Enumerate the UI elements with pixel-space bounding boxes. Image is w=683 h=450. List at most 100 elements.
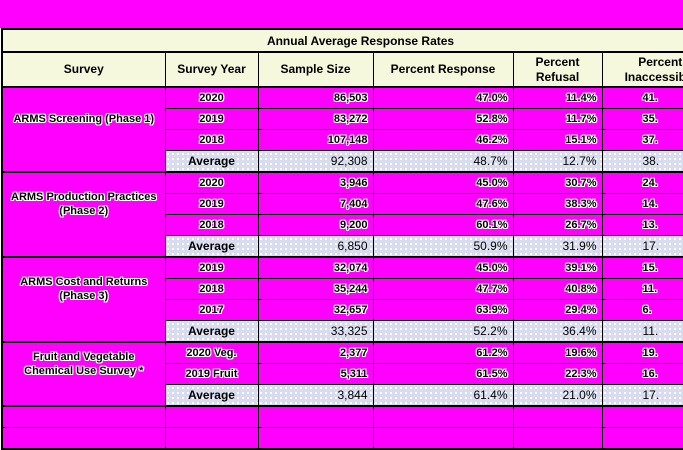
percent-refusal-cell: 30.7% [512,171,603,194]
average-percent-response-cell: 48.7% [372,150,514,173]
year-cell: 2018 [164,278,259,300]
average-label: Average [164,384,259,407]
empty-cell [512,405,603,428]
percent-response-cell: 61.2% [372,341,514,364]
percent-response-cell: 47.0% [372,86,514,109]
average-percent-refusal-cell: 21.0% [512,384,603,407]
column-header-sample-size: Sample Size [257,51,374,88]
sample-size-cell: 35,244 [257,278,374,300]
average-sample-size-cell: 3,844 [257,384,374,407]
column-header-percent-refusal: Percent Refusal [512,51,603,88]
empty-row [1,405,683,428]
empty-cell [601,405,683,428]
table-row: Fruit and Vegetable Chemical Use Survey … [1,341,683,385]
percent-inaccessible-cell: 19. [601,341,683,364]
empty-cell [512,427,603,450]
year-cell: 2019 [164,108,259,130]
percent-response-cell: 46.2% [372,129,514,151]
average-percent-response-cell: 61.4% [372,384,514,407]
average-sample-size-cell: 92,308 [257,150,374,173]
percent-refusal-cell: 15.1% [512,129,603,151]
sample-size-cell: 7,404 [257,193,374,215]
percent-response-cell: 52.8% [372,108,514,130]
table-row: 2017 32,657 63.9% 29.4% 6. [2,299,683,321]
percent-refusal-cell: 38.3% [512,193,603,215]
empty-cell [164,405,259,428]
survey-group-label: ARMS Production Practices (Phase 2) [1,171,166,236]
survey-group-label: ARMS Screening (Phase 1) [1,86,166,151]
average-label: Average [164,235,259,258]
percent-response-cell: 47.7% [372,278,514,300]
percent-refusal-cell: 39.1% [512,256,603,279]
percent-response-cell: 61.5% [372,363,514,385]
average-percent-inaccessible-cell: 17. [601,384,683,407]
average-percent-inaccessible-cell: 11. [601,320,683,343]
magenta-background-band [0,0,683,28]
sample-size-cell: 107,148 [257,129,374,151]
column-header-percent-inaccessible: Percent Inaccessible [601,51,683,88]
percent-inaccessible-cell: 13. [601,214,683,236]
percent-inaccessible-cell: 37. [601,129,683,151]
year-cell: 2019 [164,256,259,279]
table-row: ARMS Screening (Phase 1) 2020 86,503 47.… [1,86,683,151]
table-row: 2018 107,148 46.2% 15.1% 37. [2,129,683,151]
table-row: 2019 Fruit 5,311 61.5% 22.3% 16. [2,363,683,385]
table-row: ARMS Cost and Returns (Phase 3) 2019 32,… [1,256,683,321]
year-cell: 2019 [164,193,259,215]
survey-group-spacer [1,235,166,258]
percent-inaccessible-cell: 6. [601,299,683,321]
percent-response-cell: 63.9% [372,299,514,321]
empty-cell [257,405,374,428]
survey-group-spacer [1,320,166,343]
empty-cell [164,427,259,450]
average-percent-response-cell: 52.2% [372,320,514,343]
average-row: Average 33,325 52.2% 36.4% 11. [1,320,683,343]
percent-refusal-cell: 40.8% [512,278,603,300]
average-row: Average 6,850 50.9% 31.9% 17. [1,235,683,258]
empty-cell [1,427,166,450]
average-sample-size-cell: 33,325 [257,320,374,343]
empty-cell [372,405,514,428]
percent-inaccessible-cell: 16. [601,363,683,385]
percent-response-cell: 45.0% [372,256,514,279]
average-label: Average [164,150,259,173]
average-percent-refusal-cell: 12.7% [512,150,603,173]
percent-refusal-cell: 22.3% [512,363,603,385]
survey-group-label: Fruit and Vegetable Chemical Use Survey … [1,341,166,385]
average-percent-response-cell: 50.9% [372,235,514,258]
sample-size-cell: 9,200 [257,214,374,236]
table-row: 2018 35,244 47.7% 40.8% 11. [2,278,683,300]
percent-response-cell: 45.0% [372,171,514,194]
year-cell: 2020 Veg. [164,341,259,364]
year-cell: 2020 [164,86,259,109]
percent-inaccessible-cell: 41. [601,86,683,109]
year-cell: 2018 [164,214,259,236]
percent-inaccessible-cell: 15. [601,256,683,279]
year-cell: 2019 Fruit [164,363,259,385]
sample-size-cell: 3,946 [257,171,374,194]
year-cell: 2018 [164,129,259,151]
percent-inaccessible-cell: 11. [601,278,683,300]
percent-response-cell: 60.1% [372,214,514,236]
percent-refusal-cell: 11.4% [512,86,603,109]
survey-group-spacer [1,150,166,173]
year-cell: 2017 [164,299,259,321]
table-title-row: Annual Average Response Rates [1,28,683,53]
year-cell: 2020 [164,171,259,194]
table-title: Annual Average Response Rates [1,28,683,53]
average-percent-inaccessible-cell: 38. [601,150,683,173]
empty-row [1,427,683,450]
empty-cell [372,427,514,450]
table-row: 2019 7,404 47.6% 38.3% 14. [2,193,683,215]
sample-size-cell: 32,657 [257,299,374,321]
survey-group-label: ARMS Cost and Returns (Phase 3) [1,256,166,321]
empty-cell [257,427,374,450]
table-header-row: Survey Survey Year Sample Size Percent R… [1,51,683,88]
percent-response-cell: 47.6% [372,193,514,215]
average-percent-inaccessible-cell: 17. [601,235,683,258]
column-header-percent-response: Percent Response [372,51,514,88]
empty-cell [1,405,166,428]
percent-refusal-cell: 29.4% [512,299,603,321]
percent-inaccessible-cell: 24. [601,171,683,194]
percent-inaccessible-cell: 35. [601,108,683,130]
